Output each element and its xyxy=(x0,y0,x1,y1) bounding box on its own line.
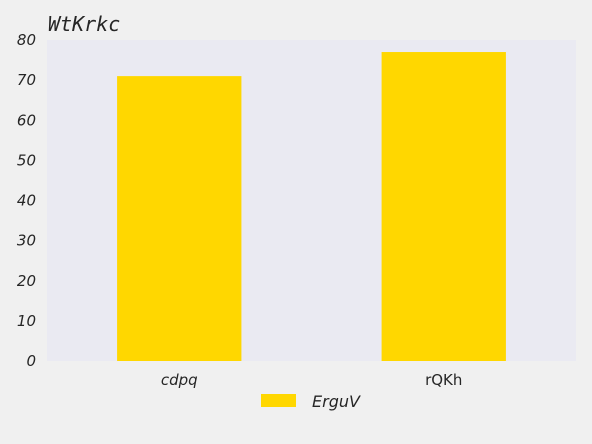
bar-cdpq xyxy=(117,76,242,362)
y-axis: 0 10 20 30 40 50 60 70 80 xyxy=(17,31,36,370)
y-tick-label: 20 xyxy=(17,272,36,290)
legend: ErguV xyxy=(261,392,361,411)
y-tick-label: 40 xyxy=(17,192,36,210)
y-tick-label: 10 xyxy=(17,312,36,330)
legend-label: ErguV xyxy=(312,392,361,411)
y-tick-label: 0 xyxy=(26,352,36,370)
chart-title: WtKrkc xyxy=(48,12,120,36)
y-tick-label: 30 xyxy=(17,232,36,250)
y-tick-label: 50 xyxy=(17,151,36,169)
legend-swatch xyxy=(261,394,296,407)
y-tick-label: 70 xyxy=(17,71,36,89)
bars xyxy=(117,52,506,362)
y-tick-label: 80 xyxy=(17,31,36,49)
x-tick-label-rQKh: rQKh xyxy=(425,371,462,389)
y-tick-label: 60 xyxy=(17,111,36,129)
x-tick-label-cdpq: cdpq xyxy=(161,371,198,389)
bar-rQKh xyxy=(381,52,506,361)
x-axis: cdpq rQKh xyxy=(161,371,463,389)
